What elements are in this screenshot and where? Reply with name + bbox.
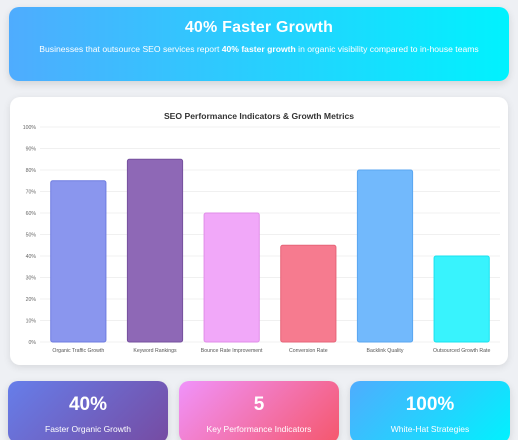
x-tick-label: Outsourced Growth Rate <box>433 348 490 354</box>
hero-description: Businesses that outsource SEO services r… <box>35 44 483 55</box>
hero-text-start: Businesses that outsource SEO services r… <box>39 44 222 54</box>
x-tick-label: Keyword Rankings <box>133 348 177 354</box>
stat-value: 100% <box>405 394 455 415</box>
bar <box>433 255 490 343</box>
y-tick-label: 10% <box>26 319 37 325</box>
y-tick-label: 90% <box>26 147 37 153</box>
stat-card-whitehat: 100% White-Hat Strategies <box>350 381 510 440</box>
stat-label: White-Hat Strategies <box>390 424 470 434</box>
y-tick-label: 100% <box>23 125 37 131</box>
seo-bar-chart: SEO Performance Indicators & Growth Metr… <box>23 111 500 354</box>
hero-text-end: in organic visibility compared to in-hou… <box>295 44 479 54</box>
x-tick-label: Backlink Quality <box>367 348 404 354</box>
bar <box>203 212 260 343</box>
stat-card-growth: 40% Faster Organic Growth <box>8 381 168 440</box>
y-tick-label: 40% <box>26 254 37 260</box>
stat-value: 40% <box>68 394 108 415</box>
stat-label: Faster Organic Growth <box>45 424 131 434</box>
y-tick-label: 80% <box>26 168 37 174</box>
stat-value: 5 <box>253 394 265 415</box>
stat-label: Key Performance Indicators <box>206 424 312 434</box>
y-tick-label: 30% <box>26 276 37 282</box>
bar <box>356 169 414 343</box>
x-tick-label: Organic Traffic Growth <box>52 348 104 354</box>
bar <box>280 244 337 343</box>
x-tick-label: Bounce Rate Improvement <box>201 348 263 354</box>
chart-card: SEO Performance Indicators & Growth Metr… <box>10 97 508 365</box>
stat-card-kpis: 5 Key Performance Indicators <box>179 381 339 440</box>
y-tick-label: 0% <box>29 340 37 346</box>
hero-title: 40% Faster Growth <box>184 19 334 36</box>
bar <box>50 180 107 343</box>
y-tick-label: 20% <box>26 297 37 303</box>
chart-title: SEO Performance Indicators & Growth Metr… <box>164 111 354 121</box>
y-tick-label: 70% <box>26 190 37 196</box>
x-tick-label: Conversion Rate <box>289 348 328 354</box>
y-tick-label: 60% <box>26 211 37 217</box>
hero-banner: 40% Faster Growth Businesses that outsou… <box>9 7 509 81</box>
bar <box>126 158 184 343</box>
y-tick-label: 50% <box>26 233 37 239</box>
hero-text-highlight: 40% faster growth <box>221 44 296 54</box>
